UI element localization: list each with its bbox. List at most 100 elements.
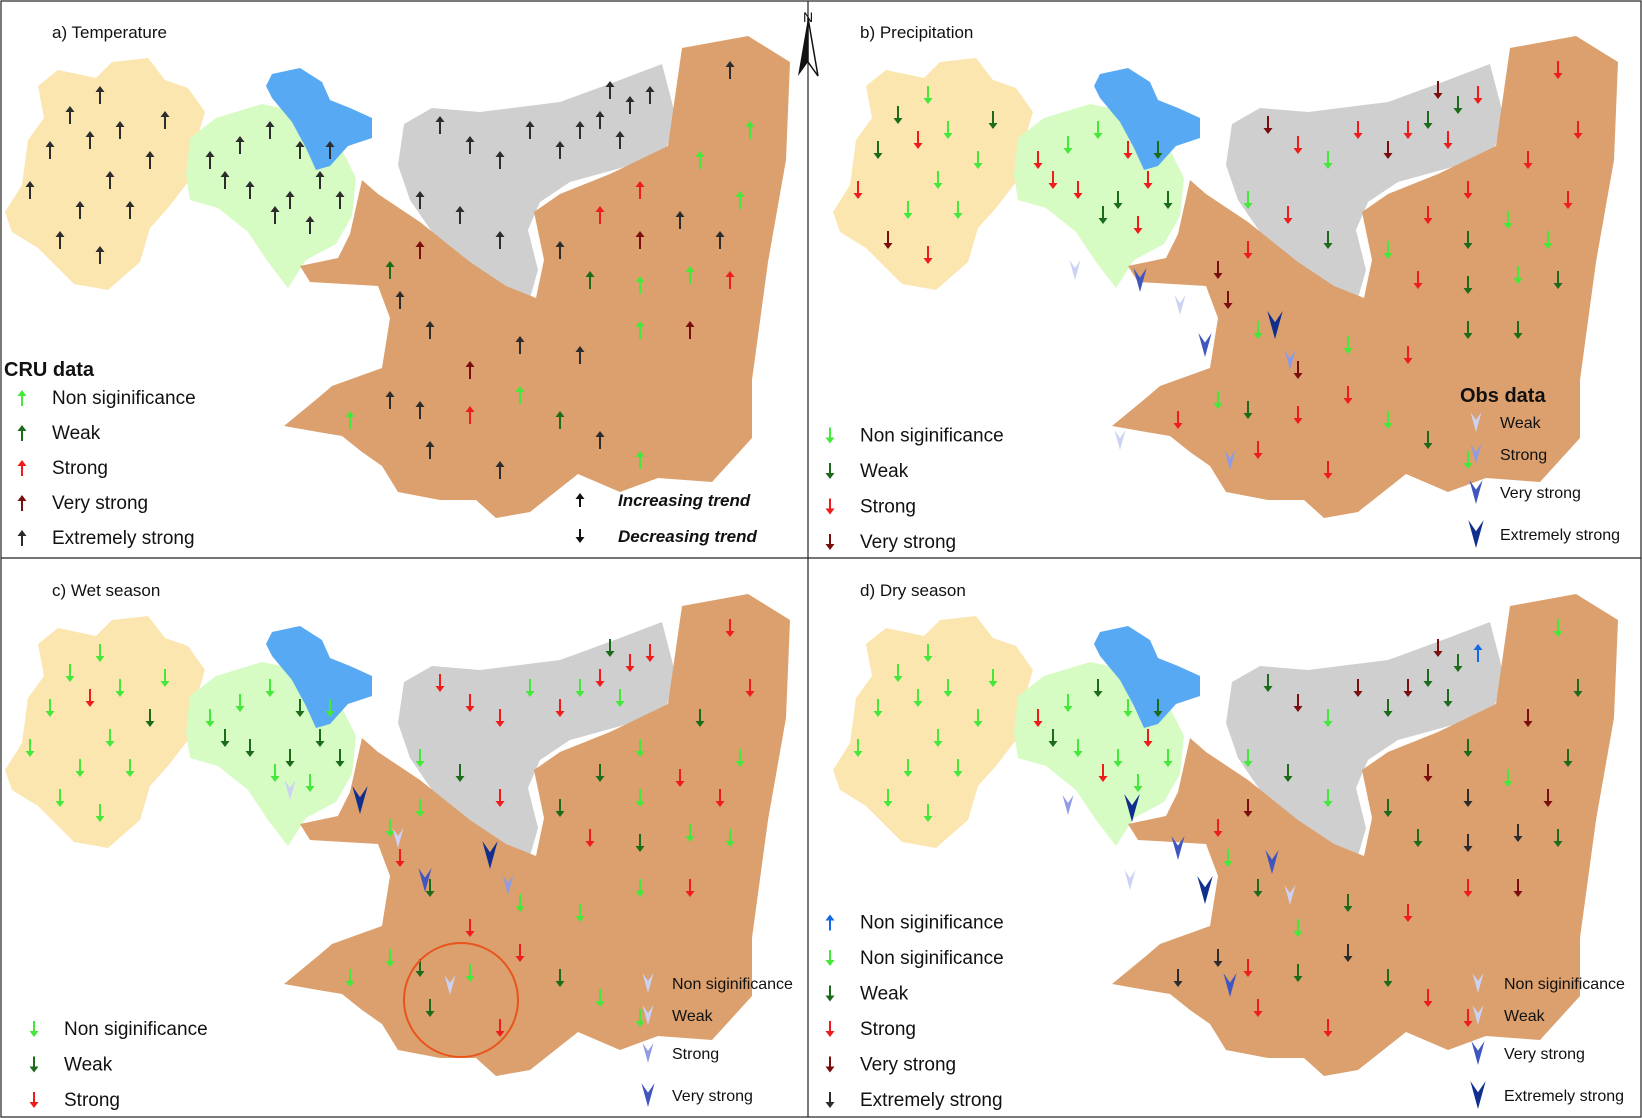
trend-arrow-icon bbox=[645, 86, 655, 104]
trend-arrow-icon bbox=[1543, 231, 1553, 249]
trend-arrow-icon bbox=[1433, 81, 1443, 99]
obs-trend-chevron-icon bbox=[1124, 870, 1136, 890]
legend-label: Weak bbox=[52, 423, 101, 444]
trend-arrow-icon bbox=[555, 411, 565, 429]
trend-arrow-icon bbox=[595, 669, 605, 687]
basin-yellow bbox=[5, 616, 205, 848]
trend-arrow-icon bbox=[75, 201, 85, 219]
legend-label: Non siginificance bbox=[64, 1019, 208, 1040]
trend-arrow-icon bbox=[220, 729, 230, 747]
trend-arrow-icon bbox=[973, 151, 983, 169]
trend-arrow-icon bbox=[345, 969, 355, 987]
trend-arrow-icon bbox=[943, 121, 953, 139]
trend-arrow-icon bbox=[1423, 206, 1433, 224]
legend-label: Non siginificance bbox=[860, 948, 1004, 969]
trend-arrow-icon bbox=[1173, 411, 1183, 429]
legend-arrow-icon bbox=[29, 1056, 39, 1073]
trend-arrow-icon bbox=[395, 849, 405, 867]
trend-arrow-icon bbox=[45, 141, 55, 159]
north-arrow-icon: N bbox=[798, 9, 819, 77]
legend-arrow-icon bbox=[825, 534, 835, 550]
trend-arrow-icon bbox=[1503, 211, 1513, 229]
trend-arrow-icon bbox=[1123, 141, 1133, 159]
trend-arrow-icon bbox=[1453, 654, 1463, 672]
trend-arrow-icon bbox=[1283, 206, 1293, 224]
trend-arrow-icon bbox=[575, 121, 585, 139]
trend-arrow-icon bbox=[1063, 694, 1073, 712]
trend-arrow-icon bbox=[465, 361, 475, 379]
trend-arrow-icon bbox=[893, 664, 903, 682]
trend-arrow-icon bbox=[305, 216, 315, 234]
trend-arrow-icon bbox=[615, 131, 625, 149]
trend-arrow-icon bbox=[883, 789, 893, 807]
trend-arrow-icon bbox=[95, 804, 105, 822]
trend-arrow-icon bbox=[205, 709, 215, 727]
trend-arrow-icon bbox=[1513, 321, 1523, 339]
legend-chevron-icon bbox=[642, 973, 654, 993]
trend-arrow-icon bbox=[635, 834, 645, 852]
trend-arrow-icon bbox=[385, 949, 395, 967]
trend-arrow-icon bbox=[1343, 336, 1353, 354]
trend-arrow-icon bbox=[585, 829, 595, 847]
trend-arrow-icon bbox=[385, 391, 395, 409]
trend-arrow-icon bbox=[1243, 191, 1253, 209]
trend-arrow-icon bbox=[685, 824, 695, 842]
trend-arrow-icon bbox=[1463, 1009, 1473, 1027]
trend-arrow-icon bbox=[1213, 261, 1223, 279]
cru-legend: Non siginificance Non siginificance Weak St… bbox=[825, 913, 1004, 1111]
trend-arrow-icon bbox=[75, 759, 85, 777]
trend-arrow-icon bbox=[1293, 406, 1303, 424]
obs-trend-chevron-icon bbox=[502, 875, 514, 895]
panel-title: d) Dry season bbox=[860, 581, 966, 600]
trend-arrow-icon bbox=[1413, 271, 1423, 289]
trend-arrow-icon bbox=[435, 674, 445, 692]
cru-legend: Non siginificance Weak Strong bbox=[29, 1019, 208, 1111]
basin-map bbox=[833, 594, 1618, 1076]
trend-arrow-icon bbox=[1553, 619, 1563, 637]
trend-arrow-icon bbox=[425, 441, 435, 459]
legend-label: Weak bbox=[1504, 1008, 1546, 1025]
legend-label: Weak bbox=[860, 984, 909, 1005]
trend-arrow-icon bbox=[725, 829, 735, 847]
trend-arrow-icon bbox=[1513, 824, 1523, 842]
basin-yellow bbox=[5, 58, 205, 290]
trend-arrow-icon bbox=[1433, 639, 1443, 657]
trend-arrow-icon bbox=[95, 644, 105, 662]
trend-arrow-icon bbox=[1283, 764, 1293, 782]
trend-arrow-icon bbox=[160, 669, 170, 687]
basin-yellow bbox=[833, 58, 1033, 290]
trend-arrow-icon bbox=[1383, 241, 1393, 259]
panel-title: c) Wet season bbox=[52, 581, 160, 600]
obs-trend-chevron-icon bbox=[1124, 794, 1140, 822]
trend-arrow-icon bbox=[425, 321, 435, 339]
trend-arrow-icon bbox=[1293, 136, 1303, 154]
trend-arrow-icon bbox=[1553, 271, 1563, 289]
trend-arrow-icon bbox=[495, 709, 505, 727]
legend-chevron-icon bbox=[1472, 973, 1484, 993]
trend-arrow-icon bbox=[1553, 61, 1563, 79]
trend-arrow-icon bbox=[465, 136, 475, 154]
trend-arrow-icon bbox=[335, 749, 345, 767]
trend-arrow-icon bbox=[515, 386, 525, 404]
legend-label: Strong bbox=[52, 458, 108, 479]
legend-label: Very strong bbox=[52, 493, 148, 514]
trend-arrow-icon bbox=[515, 944, 525, 962]
trend-arrow-icon bbox=[913, 131, 923, 149]
legend-arrow-icon bbox=[825, 950, 835, 966]
trend-arrow-icon bbox=[645, 644, 655, 662]
legend-label: Strong bbox=[860, 497, 916, 518]
obs-trend-chevron-icon bbox=[392, 828, 404, 848]
trend-arrow-icon bbox=[55, 789, 65, 807]
trend-arrow-icon bbox=[1243, 241, 1253, 259]
trend-arrow-icon bbox=[973, 709, 983, 727]
trend-arrow-icon bbox=[715, 789, 725, 807]
trend-arrow-icon bbox=[1423, 764, 1433, 782]
panel-1: a) Temperature CRU data Non siginificance W… bbox=[4, 23, 790, 549]
trend-arrow-icon bbox=[1113, 191, 1123, 209]
trend-arrow-icon bbox=[1133, 216, 1143, 234]
trend-arrow-icon bbox=[125, 759, 135, 777]
trend-arrow-icon bbox=[525, 121, 535, 139]
